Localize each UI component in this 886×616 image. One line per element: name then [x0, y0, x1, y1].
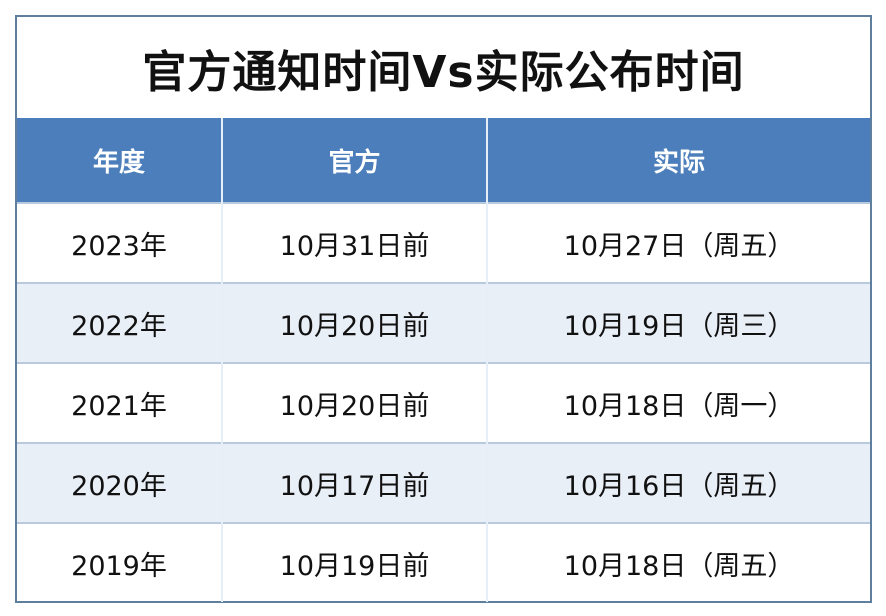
cell-year: 2023年: [17, 202, 223, 283]
cell-official: 10月20日前: [222, 282, 488, 363]
table-card: 官方通知时间Vs实际公布时间 年度 官方 实际 2023年 10月31日前 10…: [15, 15, 872, 603]
cell-year: 2020年: [17, 442, 223, 523]
page-title: 官方通知时间Vs实际公布时间: [142, 46, 745, 98]
table-row: 2020年 10月17日前 10月16日（周五）: [17, 442, 870, 523]
cell-official: 10月20日前: [222, 362, 488, 443]
cell-actual: 10月18日（周一）: [487, 362, 870, 443]
cell-official: 10月31日前: [222, 202, 488, 283]
cell-year: 2019年: [17, 522, 223, 602]
cell-actual: 10月18日（周五）: [487, 522, 870, 602]
table-row: 2023年 10月31日前 10月27日（周五）: [17, 202, 870, 283]
cell-actual: 10月16日（周五）: [487, 442, 870, 523]
cell-official: 10月17日前: [222, 442, 488, 523]
table-row: 2022年 10月20日前 10月19日（周三）: [17, 282, 870, 363]
cell-year: 2021年: [17, 362, 223, 443]
table-row: 2021年 10月20日前 10月18日（周一）: [17, 362, 870, 443]
table-row: 2019年 10月19日前 10月18日（周五）: [17, 522, 870, 602]
cell-year: 2022年: [17, 282, 223, 363]
cell-actual: 10月27日（周五）: [487, 202, 870, 283]
header-actual: 实际: [487, 118, 870, 203]
cell-official: 10月19日前: [222, 522, 488, 602]
comparison-table: 年度 官方 实际 2023年 10月31日前 10月27日（周五） 2022年 …: [17, 118, 870, 602]
header-year: 年度: [17, 118, 223, 203]
header-official: 官方: [222, 118, 488, 203]
header-row: 年度 官方 实际: [17, 118, 870, 203]
cell-actual: 10月19日（周三）: [487, 282, 870, 363]
